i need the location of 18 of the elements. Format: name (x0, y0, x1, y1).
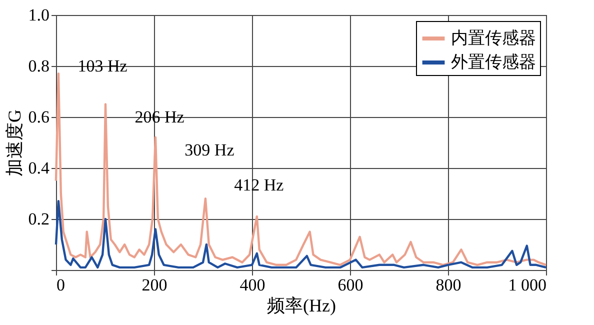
x-tick-label: 800 (436, 276, 462, 294)
y-tick-label: 0.2 (28, 210, 50, 228)
legend-label: 外置传感器 (451, 52, 536, 72)
line-series (54, 72, 548, 266)
x-axis-title: 频率(Hz) (267, 296, 336, 316)
y-tick-label: 0.6 (28, 108, 50, 126)
line-series (54, 200, 548, 269)
x-tick-label: 0 (56, 276, 65, 294)
x-tick-label: 200 (142, 276, 168, 294)
y-tick-label: 0.4 (28, 158, 50, 178)
x-tick-label: 600 (338, 276, 364, 294)
y-tick-label: 1.0 (28, 6, 50, 24)
x-tick-label: 400 (240, 276, 266, 294)
y-axis-title: 加速度G (4, 110, 24, 176)
legend-label: 内置传感器 (451, 28, 536, 48)
x-tick-label: 1 000 (508, 276, 546, 294)
y-tick-label: 0.8 (28, 56, 50, 76)
annotation: 309 Hz (184, 140, 235, 160)
